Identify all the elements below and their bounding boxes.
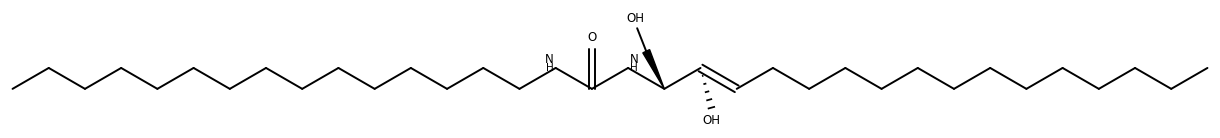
Text: N: N: [545, 53, 554, 66]
Text: N: N: [631, 53, 639, 66]
Text: O: O: [587, 31, 597, 44]
Text: H: H: [545, 63, 554, 73]
Text: OH: OH: [703, 114, 720, 127]
Text: H: H: [631, 63, 638, 73]
Polygon shape: [643, 50, 665, 89]
Text: OH: OH: [626, 12, 644, 25]
